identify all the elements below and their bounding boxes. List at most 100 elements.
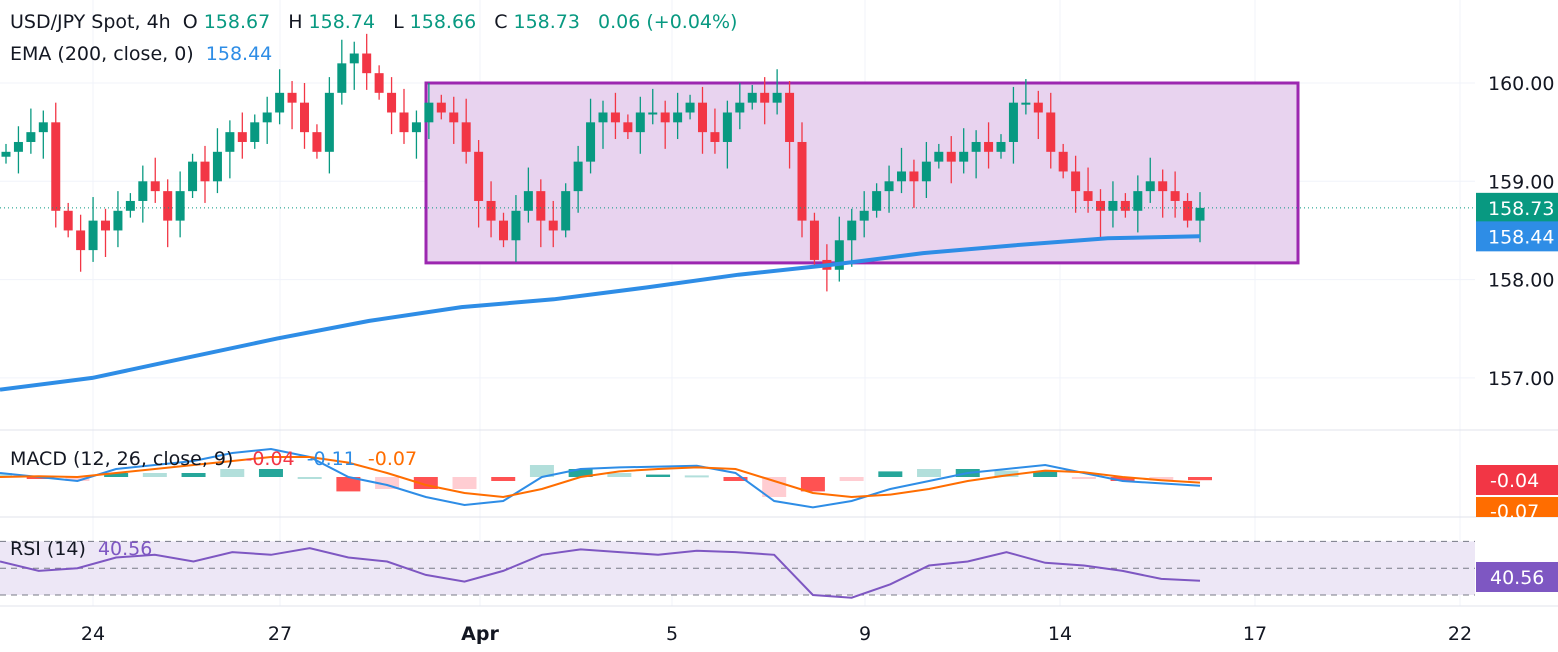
close-value: 158.73 xyxy=(513,11,580,33)
macd-legend[interactable]: MACD (12, 26, close, 9) -0.04 -0.11 -0.0… xyxy=(10,448,423,470)
x-axis-label: 22 xyxy=(1448,623,1472,645)
candle-body xyxy=(1133,191,1143,211)
candle-body xyxy=(13,141,23,152)
candle-body xyxy=(1183,200,1193,221)
candle-body xyxy=(847,220,857,241)
candle-body xyxy=(88,220,98,251)
candle-body xyxy=(971,141,981,152)
candle-body xyxy=(797,141,807,221)
candle-body xyxy=(374,73,384,93)
price-tick-label: 159.00 xyxy=(1488,171,1554,193)
candle-body xyxy=(486,200,496,221)
open-value: 158.67 xyxy=(203,11,271,33)
symbol-title: USD/JPY Spot, 4h xyxy=(10,11,171,33)
macd-line-value: -0.11 xyxy=(306,448,356,470)
candle-body xyxy=(300,102,309,133)
candle-body xyxy=(610,112,620,123)
candle-body xyxy=(859,210,869,221)
candle-body xyxy=(163,191,173,221)
macd-histogram-bar xyxy=(258,469,283,477)
candle-body xyxy=(1195,207,1205,221)
candle-body xyxy=(38,122,48,133)
macd-histogram-bar xyxy=(220,469,245,477)
candle-body xyxy=(984,141,994,152)
candle-body xyxy=(809,220,819,260)
candle-body xyxy=(623,122,633,133)
candle-body xyxy=(909,171,919,182)
candle-body xyxy=(673,112,683,123)
candle-body xyxy=(1158,181,1168,192)
candle-body xyxy=(772,92,782,103)
candle-body xyxy=(648,112,658,115)
ema-legend[interactable]: EMA (200, close, 0) 158.44 xyxy=(10,43,278,65)
candle-body xyxy=(138,181,148,201)
candle-body xyxy=(411,122,421,133)
candle-body xyxy=(212,151,222,182)
candle-body xyxy=(113,210,123,231)
macd-histogram-bar xyxy=(1110,477,1135,481)
candle-body xyxy=(424,102,434,123)
ema-value: 158.44 xyxy=(205,43,273,65)
candle-body xyxy=(785,92,795,142)
macd-histogram-bar xyxy=(104,473,129,477)
macd-histogram-bar xyxy=(181,473,206,477)
candle-body xyxy=(1021,102,1031,105)
macd-histogram-bar xyxy=(65,477,90,481)
candle-body xyxy=(324,92,334,152)
candle-body xyxy=(660,112,670,123)
candle-body xyxy=(735,102,745,113)
ema-price-tag xyxy=(1476,221,1558,252)
macd-hist-value: -0.04 xyxy=(245,448,295,470)
candle-body xyxy=(934,151,944,162)
candle-body xyxy=(698,102,707,133)
last-price-tag-label: 158.73 xyxy=(1488,198,1554,220)
candle-body xyxy=(63,210,73,231)
macd-hist-tag xyxy=(1476,465,1558,495)
macd-histogram-bar xyxy=(1071,477,1096,479)
macd-histogram-bar xyxy=(529,465,554,477)
macd-line xyxy=(0,447,1201,509)
candle-body xyxy=(523,191,533,211)
x-axis-label: 14 xyxy=(1048,623,1072,645)
rsi-tag-label: 40.56 xyxy=(1490,567,1544,589)
candle-body xyxy=(561,191,571,231)
candle-body xyxy=(436,102,446,113)
macd-histogram-bar xyxy=(336,477,361,492)
high-value: 158.74 xyxy=(308,11,376,33)
candle-body xyxy=(760,92,770,103)
candle-body xyxy=(461,122,471,152)
candle-body xyxy=(387,92,397,113)
candle-body xyxy=(884,181,894,192)
rsi-value: 40.56 xyxy=(97,538,153,560)
price-tick-label: 160.00 xyxy=(1488,73,1554,95)
range-box xyxy=(424,81,1300,265)
candle-body xyxy=(897,171,906,182)
candle-body xyxy=(1071,171,1081,192)
candle-body xyxy=(685,102,695,113)
macd-label: MACD (12, 26, close, 9) xyxy=(10,448,234,470)
macd-signal-line xyxy=(0,456,1201,499)
price-tick-label: 157.00 xyxy=(1488,368,1554,390)
x-axis-label: 24 xyxy=(81,623,105,645)
candle-body xyxy=(1058,151,1068,172)
candle-body xyxy=(1120,200,1130,211)
macd-histogram-bar xyxy=(723,477,748,481)
macd-histogram-bar xyxy=(491,477,516,481)
candle-body xyxy=(1096,200,1105,211)
last-price-tag xyxy=(1476,192,1558,223)
candle-body xyxy=(1170,191,1180,201)
candle-body xyxy=(125,200,135,211)
candle-body xyxy=(275,92,285,113)
symbol-header: USD/JPY Spot, 4h O 158.67 H 158.74 L 158.66… xyxy=(10,11,738,33)
macd-signal-value: -0.07 xyxy=(367,448,418,470)
candle-body xyxy=(287,92,297,103)
rsi-legend[interactable]: RSI (14) 40.56 xyxy=(10,538,158,560)
rsi-line xyxy=(0,547,1201,599)
ema-line xyxy=(0,234,1201,392)
price-tick-label: 158.00 xyxy=(1488,270,1554,292)
candle-body xyxy=(499,220,508,241)
x-axis-label: 17 xyxy=(1243,623,1267,645)
candle-body xyxy=(188,161,198,192)
rsi-label: RSI (14) xyxy=(10,538,86,560)
